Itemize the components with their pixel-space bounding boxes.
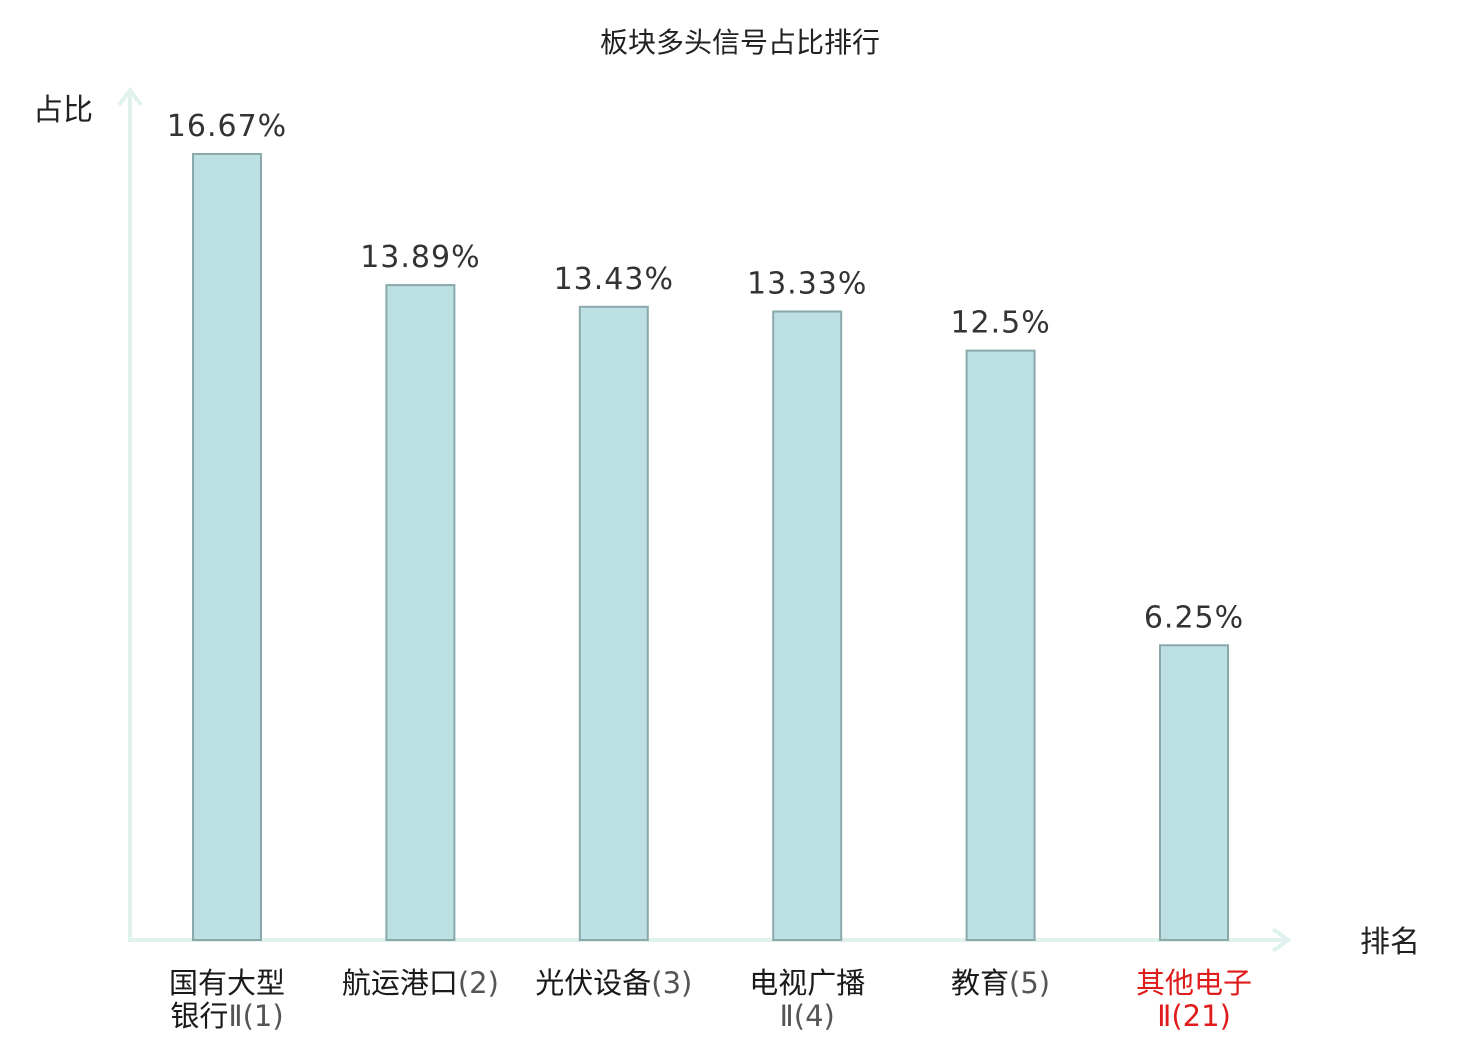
- category-label-line1: 电视广播: [749, 966, 865, 1000]
- category-label-line1: 航运港口(2): [342, 966, 499, 1000]
- bar: [1159, 644, 1229, 941]
- category-name: 教育: [951, 966, 1009, 1000]
- category-label-line1: 教育(5): [951, 966, 1050, 1000]
- bar: [965, 349, 1036, 942]
- category-label: 航运港口(2): [342, 966, 499, 1000]
- category-name: 电视广播: [749, 966, 865, 1000]
- category-label-line1: 国有大型: [169, 966, 285, 1000]
- x-axis-label: 排名: [1360, 925, 1420, 960]
- category-rank: (5): [1009, 966, 1050, 1000]
- bar-value-label: 16.67%: [167, 109, 287, 144]
- bar-value-label: 12.5%: [950, 306, 1050, 341]
- value-labels-group: 16.67% 13.89% 13.43% 13.33% 12.5% 6.25%: [167, 109, 1244, 635]
- category-name: 光伏设备: [535, 966, 651, 1000]
- category-label: 光伏设备(3): [535, 966, 692, 1000]
- bar-value-label: 6.25%: [1144, 600, 1244, 635]
- y-axis-arrow: [117, 86, 143, 107]
- bar-value-label: 13.43%: [554, 262, 674, 297]
- bar: [578, 305, 649, 941]
- category-rank: (3): [651, 966, 692, 1000]
- bar-value-label: 13.33%: [747, 267, 867, 302]
- category-rank: Ⅱ(21): [1157, 999, 1231, 1033]
- category-name: 国有大型: [169, 966, 285, 1000]
- bar: [192, 153, 262, 941]
- category-name: 航运港口: [342, 966, 458, 1000]
- x-axis-arrow: [1271, 927, 1292, 953]
- bar: [772, 310, 843, 941]
- category-name-cont: 银行: [170, 999, 228, 1033]
- category-label-line2: Ⅱ(4): [780, 999, 835, 1033]
- bar: [385, 284, 456, 942]
- category-label: 教育(5): [951, 966, 1050, 1000]
- chart-title: 板块多头信号占比排行: [600, 26, 880, 59]
- category-label-line2: 银行Ⅱ(1): [170, 999, 283, 1033]
- bars-group: [192, 153, 1229, 942]
- category-rank: Ⅱ(4): [780, 999, 835, 1033]
- category-label-line2: Ⅱ(21): [1157, 999, 1231, 1033]
- category-name: 其他电子: [1136, 966, 1252, 1000]
- category-label-line1: 光伏设备(3): [535, 966, 692, 1000]
- bar-value-label: 13.89%: [360, 240, 480, 275]
- y-axis-label: 占比: [33, 93, 93, 128]
- category-label-line1: 其他电子: [1136, 966, 1252, 1000]
- category-rank: Ⅱ(1): [228, 999, 283, 1033]
- axes: [117, 86, 1292, 953]
- category-rank: (2): [458, 966, 499, 1000]
